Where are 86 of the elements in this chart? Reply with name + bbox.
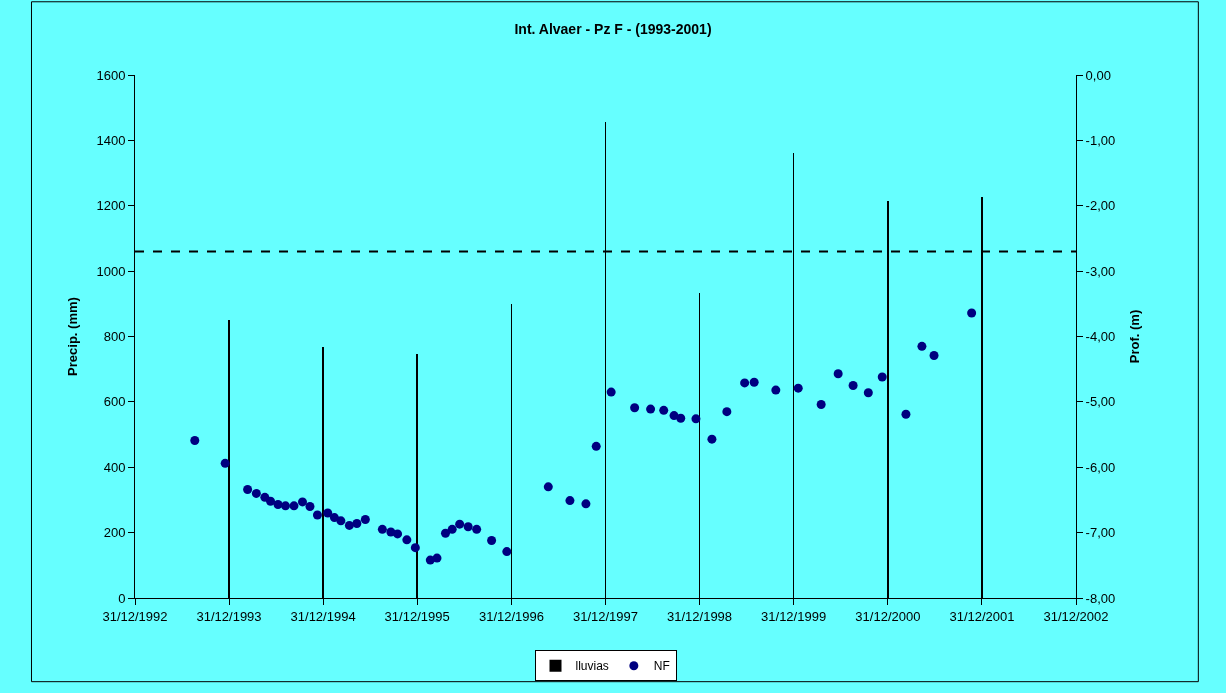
y2-tick-label: -1,00 xyxy=(1085,132,1116,148)
x-tick-label: 31/12/1995 xyxy=(384,608,450,624)
legend-label: lluvias xyxy=(575,659,609,674)
point xyxy=(455,519,465,529)
point xyxy=(877,372,887,382)
x-tick-label: 31/12/1993 xyxy=(196,608,262,624)
point xyxy=(487,535,497,545)
point xyxy=(251,488,261,498)
x-tick-label: 31/12/2002 xyxy=(1043,608,1109,624)
point xyxy=(344,520,354,530)
point xyxy=(393,529,403,539)
point xyxy=(543,482,553,492)
point xyxy=(646,404,656,414)
point xyxy=(901,409,911,419)
point xyxy=(863,388,873,398)
point xyxy=(190,435,200,445)
x-tick-label: 31/12/1992 xyxy=(102,608,168,624)
y-tick-label: 1400 xyxy=(96,132,126,148)
y-axis-title: Precip. (mm) xyxy=(65,297,81,376)
point xyxy=(312,510,322,520)
point xyxy=(360,515,370,525)
point xyxy=(722,407,732,417)
y-tick-label: 800 xyxy=(103,329,126,345)
point xyxy=(816,399,826,409)
point xyxy=(289,501,299,511)
point xyxy=(410,543,420,553)
point xyxy=(305,501,315,511)
point xyxy=(793,383,803,393)
point xyxy=(707,434,717,444)
point xyxy=(967,308,977,318)
y2-axis-title: Prof. (m) xyxy=(1126,309,1142,364)
point xyxy=(463,522,473,532)
y2-tick-label: 0,00 xyxy=(1085,67,1111,83)
point xyxy=(377,524,387,534)
y2-tick-label: -8,00 xyxy=(1085,590,1116,606)
y-tick-label: 600 xyxy=(103,394,126,410)
point xyxy=(220,458,230,468)
point xyxy=(352,518,362,528)
y-tick-label: 400 xyxy=(103,459,126,475)
point xyxy=(740,378,750,388)
point xyxy=(630,403,640,413)
point xyxy=(402,535,412,545)
point xyxy=(243,484,253,494)
point xyxy=(297,497,307,507)
point xyxy=(280,501,290,511)
point xyxy=(565,496,575,506)
x-tick-label: 31/12/2001 xyxy=(949,608,1015,624)
x-tick-label: 31/12/2000 xyxy=(855,608,921,624)
point xyxy=(929,350,939,360)
y2-tick-label: -2,00 xyxy=(1085,198,1116,214)
y2-tick-label: -4,00 xyxy=(1085,329,1116,345)
y2-tick-label: -7,00 xyxy=(1085,525,1116,541)
point xyxy=(691,414,701,424)
point xyxy=(329,513,339,523)
x-tick-label: 31/12/1999 xyxy=(761,608,827,624)
point xyxy=(749,377,759,387)
y2-tick-label: -3,00 xyxy=(1085,263,1116,279)
point xyxy=(447,524,457,534)
point xyxy=(676,413,686,423)
y-tick-label: 200 xyxy=(103,525,126,541)
point xyxy=(659,405,669,415)
point xyxy=(771,385,781,395)
point xyxy=(606,387,616,397)
point xyxy=(472,524,482,534)
point xyxy=(591,441,601,451)
x-tick-label: 31/12/1998 xyxy=(667,608,733,624)
y-tick-label: 1200 xyxy=(96,198,126,214)
x-tick-label: 31/12/1997 xyxy=(572,608,639,624)
point xyxy=(581,499,591,509)
point xyxy=(502,547,512,557)
point xyxy=(848,381,858,391)
legend-label: NF xyxy=(653,659,670,674)
point xyxy=(266,496,276,506)
point xyxy=(917,341,927,351)
y2-tick-label: -6,00 xyxy=(1085,459,1116,475)
y2-tick-label: -5,00 xyxy=(1085,394,1116,410)
chart-title: Int. Alvaer - Pz F - (1993-2001) xyxy=(514,21,712,38)
x-tick-label: 31/12/1996 xyxy=(478,608,544,624)
point xyxy=(440,528,450,538)
y-tick-label: 1000 xyxy=(96,263,126,279)
point xyxy=(432,553,442,563)
x-tick-label: 31/12/1994 xyxy=(290,608,356,624)
y-tick-label: 0 xyxy=(118,590,126,606)
point xyxy=(336,516,346,526)
point xyxy=(833,369,843,379)
y-tick-label: 1600 xyxy=(96,67,126,83)
